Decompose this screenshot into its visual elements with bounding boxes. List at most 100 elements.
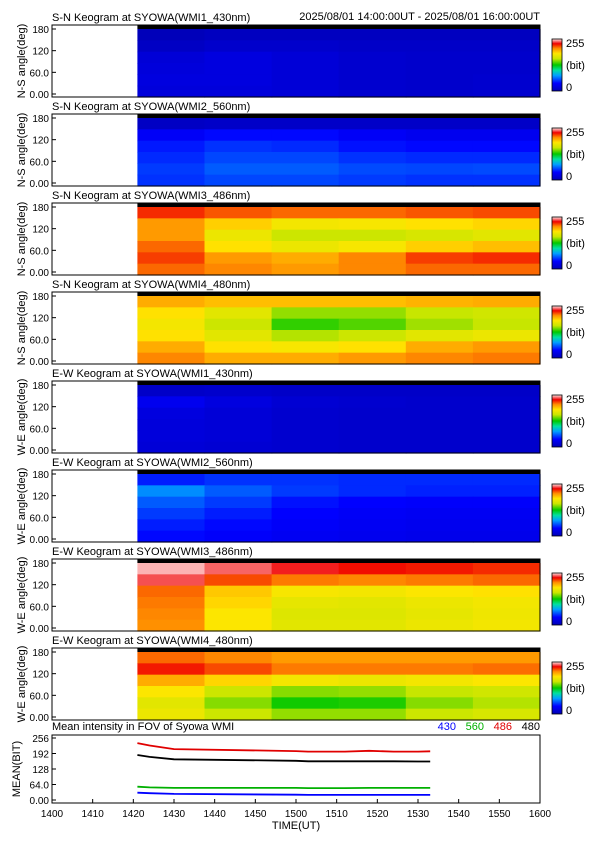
keogram-cell	[204, 307, 273, 320]
keogram-cell	[472, 140, 541, 153]
y-tick-label: 60.0	[30, 691, 50, 702]
keogram-cell	[472, 341, 541, 354]
keogram-cell	[271, 152, 340, 164]
panel-title-8: E-W Keogram at SYOWA(WMI4_480nm)	[52, 635, 253, 647]
keogram-cell	[405, 85, 474, 98]
keogram-cell	[405, 686, 474, 698]
keogram-cell	[204, 474, 273, 486]
keogram-cell	[405, 152, 474, 164]
keogram-cell	[271, 341, 340, 354]
keogram-cell	[271, 419, 340, 431]
keogram-cell	[271, 118, 340, 130]
x-tick-label: 1550	[488, 809, 511, 820]
colorbar	[551, 483, 563, 537]
keogram-cell	[338, 430, 407, 443]
keogram-cell	[405, 519, 474, 532]
y-tick-label: 0.00	[30, 357, 50, 368]
keogram-cell	[137, 419, 206, 431]
keogram-cell	[137, 174, 206, 187]
keogram-cell	[338, 29, 407, 41]
panel-title-2: S-N Keogram at SYOWA(WMI2_560nm)	[52, 101, 250, 113]
keogram-cell	[472, 652, 541, 664]
keogram-cell	[472, 63, 541, 75]
keogram-cell	[338, 474, 407, 486]
keogram-cell	[271, 441, 340, 454]
keogram-cell	[137, 207, 206, 219]
series-line-486	[137, 742, 431, 753]
keogram-cell	[137, 140, 206, 153]
header-datetime: 2025/08/01 14:00:00UT - 2025/08/01 16:00…	[299, 11, 540, 23]
keogram-cell	[271, 686, 340, 698]
keogram-cell	[405, 430, 474, 443]
keogram-cell	[137, 218, 206, 231]
colorbar-min-label: 0	[566, 527, 572, 539]
x-tick-label: 1450	[244, 809, 267, 820]
keogram-cell	[204, 207, 273, 219]
keogram-cell	[137, 229, 206, 242]
keogram-cell	[338, 385, 407, 397]
keogram-cell	[405, 663, 474, 676]
keogram-cell	[137, 663, 206, 676]
keogram-cell	[271, 474, 340, 486]
keogram-cell	[338, 619, 407, 632]
keogram-cell	[137, 674, 206, 687]
keogram-cell	[204, 663, 273, 676]
y-tick-label: 0.00	[30, 268, 50, 279]
keogram-cell	[271, 663, 340, 676]
y-tick-label: 180	[32, 203, 49, 214]
y-tick-label: 60.0	[30, 68, 50, 79]
keogram-cell	[338, 407, 407, 420]
panel-frame-5	[51, 380, 541, 454]
panel-frame-1	[51, 24, 541, 98]
keogram-cell	[405, 307, 474, 320]
keogram-cell	[405, 563, 474, 575]
colorbar-unit-label: (bit)	[566, 683, 585, 695]
keogram-cell	[271, 519, 340, 532]
keogram-cell	[338, 252, 407, 265]
x-tick-label: 1540	[448, 809, 471, 820]
keogram-cell	[137, 574, 206, 587]
colorbar-min-label: 0	[566, 260, 572, 272]
keogram-cell	[405, 218, 474, 231]
colorbar-max-label: 255	[566, 127, 584, 139]
panel-title-6: E-W Keogram at SYOWA(WMI2_560nm)	[52, 457, 253, 469]
x-tick-label: 1430	[163, 809, 186, 820]
colorbar	[551, 216, 563, 270]
y-tick-label: 120	[32, 225, 49, 236]
keogram-cell	[204, 530, 273, 543]
keogram-cell	[137, 474, 206, 486]
keogram-cell	[271, 263, 340, 276]
keogram-cell	[338, 352, 407, 365]
keogram-cell	[137, 85, 206, 98]
keogram-cell	[271, 407, 340, 420]
y-tick-label: 0.00	[30, 535, 50, 546]
keogram-cell	[338, 74, 407, 87]
keogram-cell	[204, 263, 273, 276]
y-tick-label: 180	[32, 25, 49, 36]
keogram-top-strip-3	[137, 203, 540, 207]
keogram-cell	[204, 697, 273, 710]
keogram-cell	[338, 441, 407, 454]
keogram-cell	[137, 430, 206, 443]
keogram-cell	[472, 241, 541, 253]
keogram-cell	[405, 674, 474, 687]
y-axis-label: N-S angle(deg)	[16, 202, 28, 277]
keogram-cell	[405, 252, 474, 265]
keogram-cell	[271, 174, 340, 187]
y-tick-label: 180	[32, 648, 49, 659]
keogram-cell	[271, 430, 340, 443]
keogram-cell	[137, 241, 206, 253]
keogram-cell	[204, 496, 273, 509]
keogram-cell	[204, 229, 273, 242]
keogram-cell	[472, 296, 541, 308]
x-tick-label: 1520	[366, 809, 389, 820]
keogram-cell	[405, 597, 474, 609]
keogram-cell	[405, 496, 474, 509]
keogram-cell	[271, 597, 340, 609]
line-panel-frame	[51, 734, 541, 804]
keogram-cell	[271, 307, 340, 320]
y-tick-label: 256	[32, 734, 49, 745]
keogram-cell	[472, 207, 541, 219]
keogram-cell	[204, 407, 273, 420]
y-axis-label: N-S angle(deg)	[16, 24, 28, 99]
